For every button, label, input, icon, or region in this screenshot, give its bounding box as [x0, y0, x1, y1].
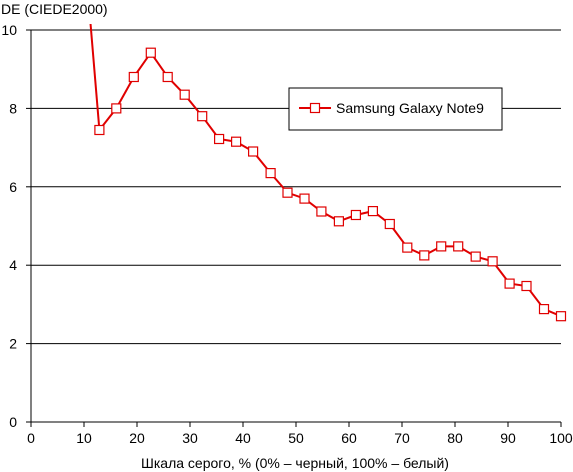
legend-label: Samsung Galaxy Note9 — [336, 100, 484, 116]
x-tick-label-6: 60 — [341, 430, 357, 446]
x-axis-label: Шкала серого, % (0% – черный, 100% – бел… — [141, 455, 449, 471]
x-tick-label-0: 0 — [27, 430, 35, 446]
data-point-14 — [333, 216, 344, 227]
y-axis-label: DE (CIEDE2000) — [1, 1, 108, 17]
x-tick-label-9: 90 — [500, 430, 516, 446]
data-point-2 — [128, 71, 139, 83]
x-tick-label-1: 10 — [76, 430, 92, 446]
data-point-6 — [197, 111, 208, 122]
data-point-26 — [538, 304, 550, 315]
data-point-7 — [214, 133, 225, 145]
x-tick-label-10: 100 — [549, 430, 573, 446]
data-point-25 — [521, 280, 532, 292]
data-point-9 — [248, 146, 259, 157]
data-point-8 — [231, 136, 242, 147]
data-point-10 — [265, 168, 276, 179]
y-tick-label-5: 10 — [1, 22, 17, 38]
data-point-3 — [145, 47, 156, 58]
legend: Samsung Galaxy Note9 — [288, 87, 503, 131]
data-point-0 — [94, 124, 105, 136]
data-point-12 — [299, 193, 310, 204]
y-tick-label-0: 0 — [9, 414, 17, 430]
data-point-24 — [504, 278, 515, 289]
data-point-16 — [367, 206, 378, 217]
series-layer — [89, 24, 567, 322]
x-tick-label-2: 20 — [129, 430, 145, 446]
x-tick-labels: 0 10 20 30 40 50 60 70 80 90 100 — [27, 422, 573, 446]
x-tick-label-5: 50 — [288, 430, 304, 446]
data-point-15 — [350, 209, 361, 221]
x-tick-label-8: 80 — [447, 430, 463, 446]
series-line-0 — [89, 24, 562, 318]
data-point-13 — [316, 206, 327, 217]
data-point-4 — [162, 71, 173, 83]
legend-marker — [309, 102, 321, 114]
y-tick-label-2: 4 — [9, 257, 17, 273]
x-tick-label-4: 40 — [235, 430, 251, 446]
grid — [31, 29, 561, 345]
data-point-23 — [487, 256, 498, 267]
data-point-1 — [111, 103, 122, 114]
data-point-11 — [282, 187, 293, 198]
data-point-5 — [179, 89, 190, 100]
data-point-27 — [555, 311, 567, 322]
x-tick-label-7: 70 — [394, 430, 410, 446]
data-point-20 — [436, 241, 447, 252]
data-point-19 — [419, 250, 430, 261]
x-tick-label-3: 30 — [182, 430, 198, 446]
data-point-17 — [384, 218, 395, 230]
data-point-22 — [470, 251, 481, 262]
y-tick-label-3: 6 — [9, 179, 17, 195]
y-tick-label-4: 8 — [9, 100, 17, 116]
y-tick-labels: 0 2 4 6 8 10 — [1, 22, 31, 430]
data-point-21 — [453, 241, 464, 252]
y-tick-label-1: 2 — [9, 336, 17, 352]
data-point-18 — [402, 242, 413, 253]
